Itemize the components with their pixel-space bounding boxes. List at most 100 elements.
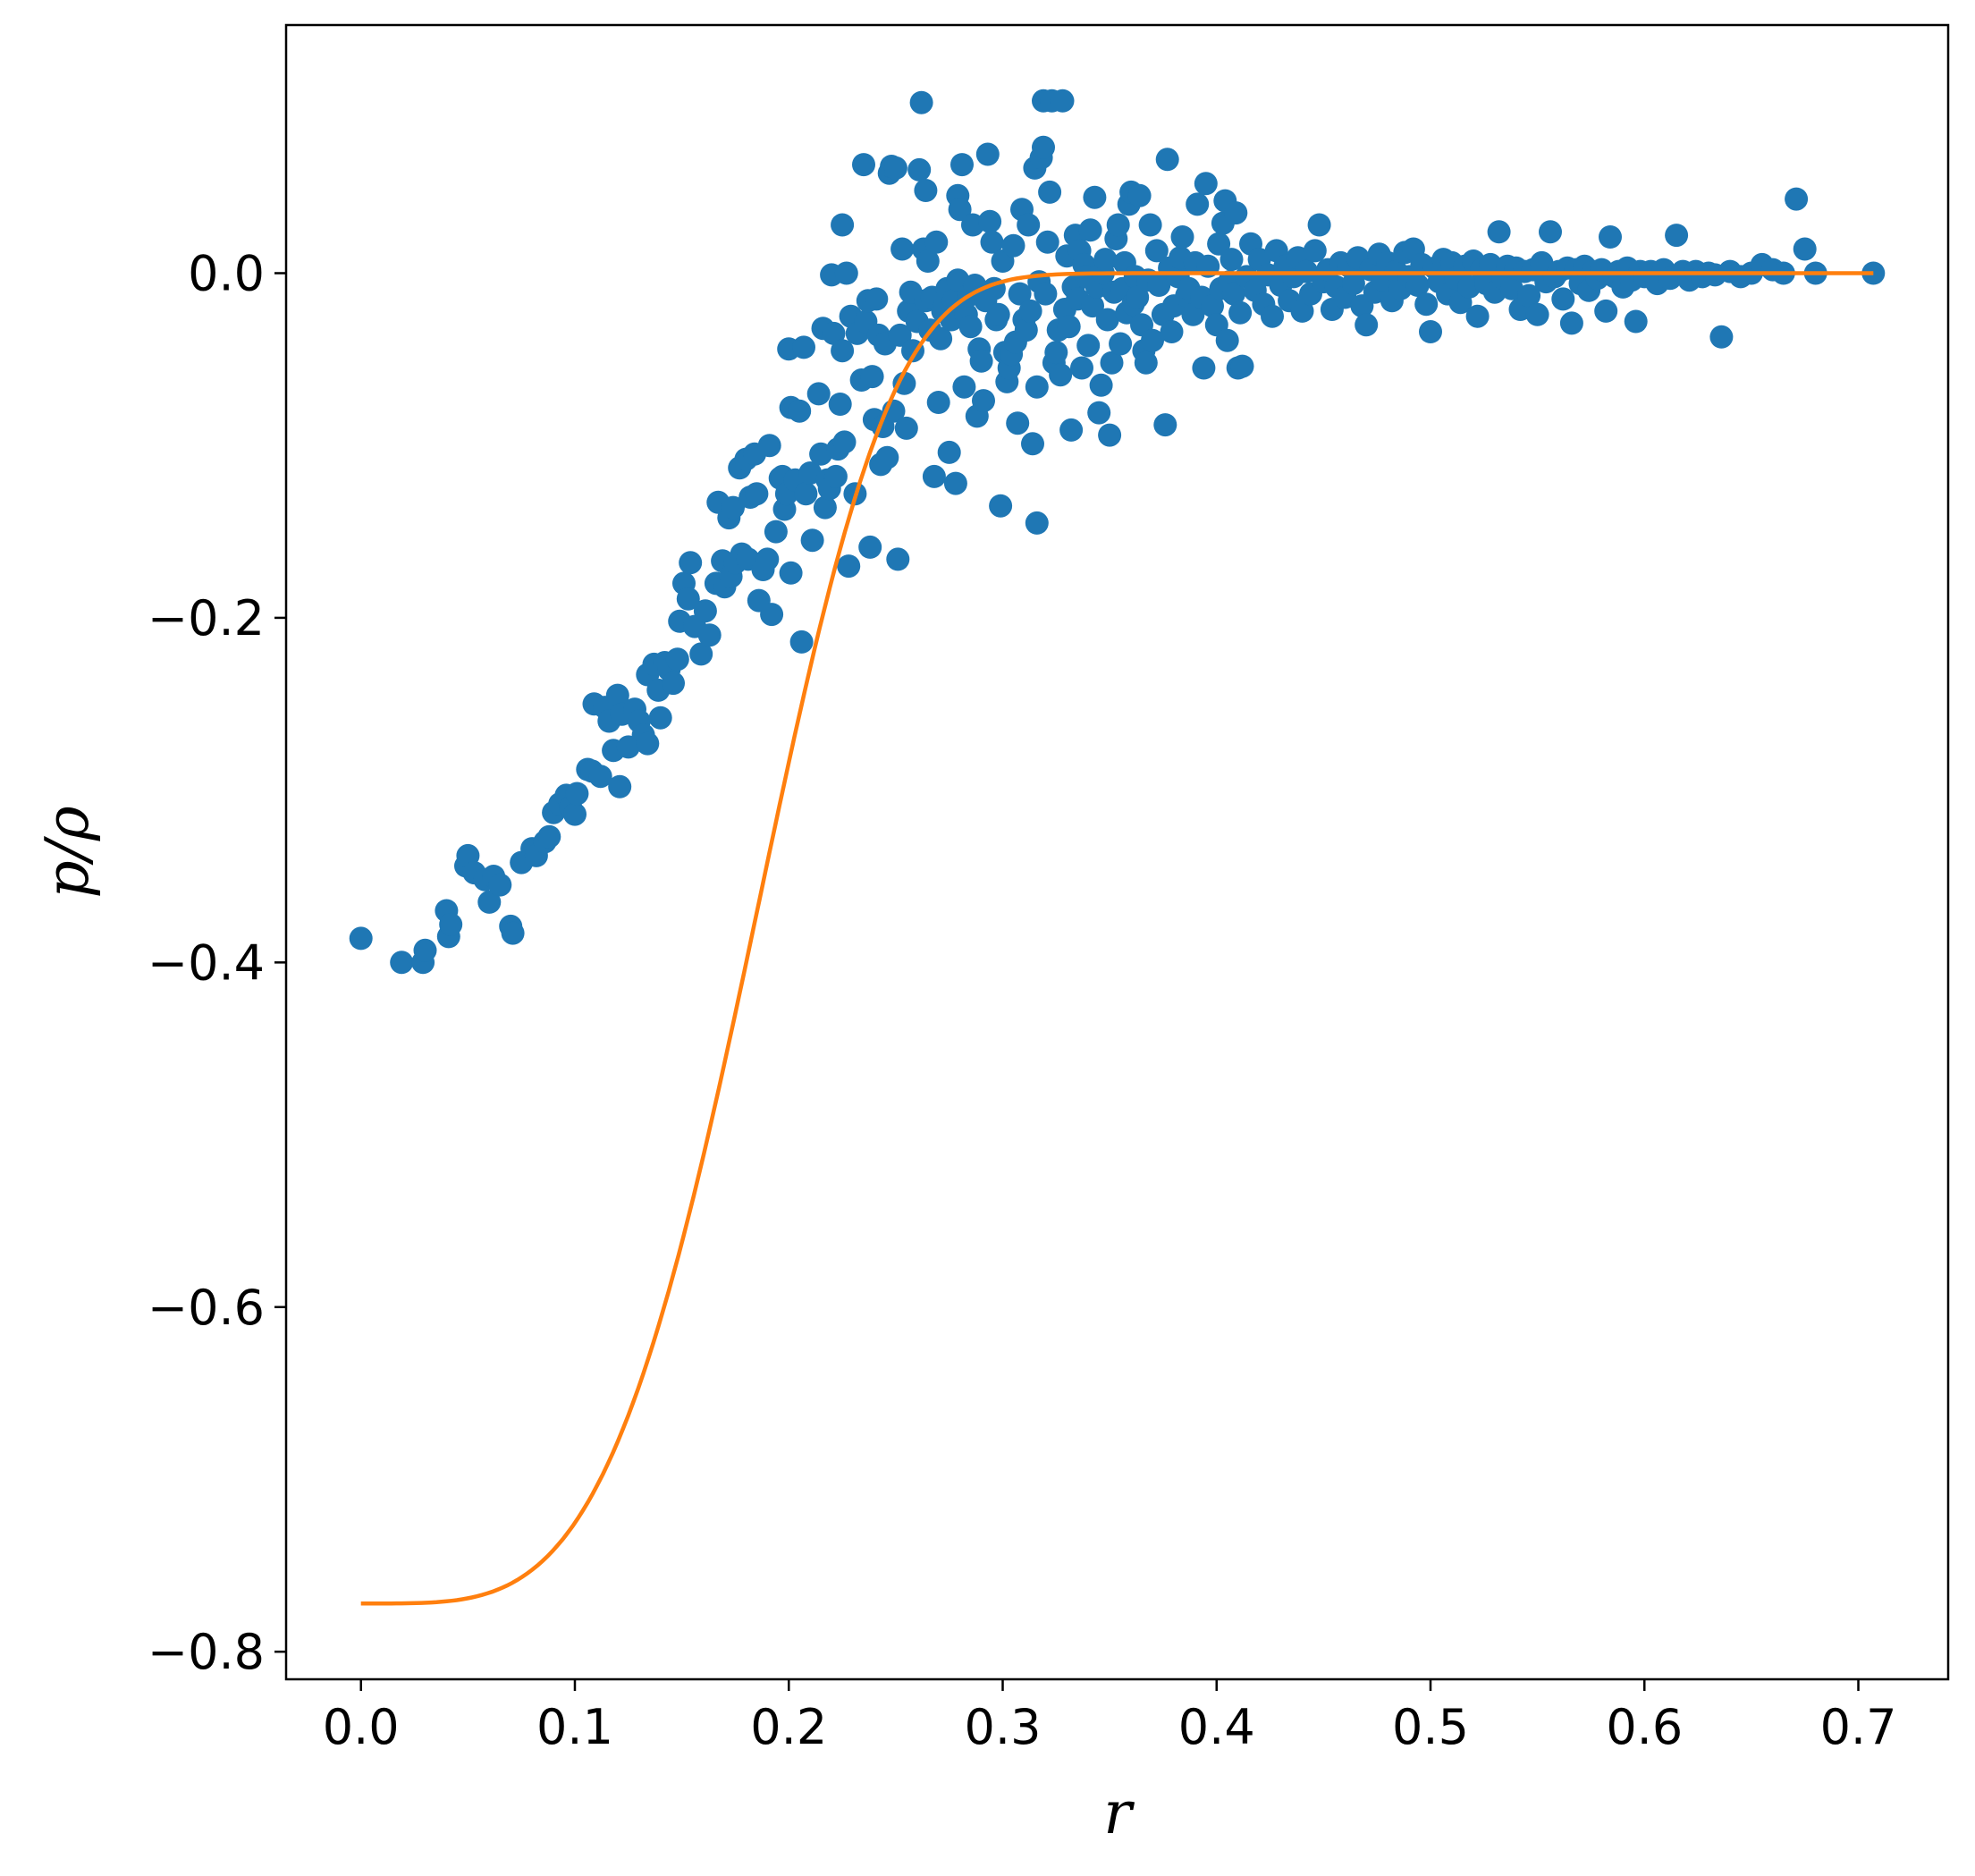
data-point [860, 365, 884, 389]
data-point [852, 153, 875, 177]
data-point [948, 198, 972, 222]
data-point [980, 230, 1004, 254]
data-point [989, 494, 1013, 518]
data-point [831, 339, 855, 363]
data-point [1081, 294, 1104, 318]
data-point [1599, 225, 1622, 249]
data-point [1126, 285, 1150, 309]
data-point [916, 249, 940, 273]
data-point [986, 302, 1010, 326]
data-point [1201, 294, 1224, 318]
data-point [950, 153, 974, 177]
data-point [1551, 287, 1575, 311]
data-point [1192, 356, 1216, 380]
data-point [1025, 511, 1049, 535]
data-point [1001, 233, 1025, 258]
data-point [958, 315, 983, 339]
data-point [608, 774, 632, 799]
data-point [1207, 232, 1231, 256]
data-point [1341, 272, 1365, 296]
data-point [1709, 325, 1734, 349]
x-tick-label: 0.0 [323, 1699, 400, 1755]
data-point [439, 912, 463, 936]
data-point [1559, 311, 1583, 335]
y-tick-label: −0.2 [148, 590, 265, 646]
data-point [1057, 315, 1081, 339]
data-point [1405, 274, 1430, 297]
data-point [1051, 89, 1075, 113]
data-point [745, 482, 769, 506]
x-tick-label: 0.4 [1178, 1699, 1255, 1755]
data-point [1355, 313, 1379, 337]
data-point [665, 647, 689, 672]
data-point [922, 464, 946, 488]
data-point [1487, 220, 1511, 244]
data-point [1035, 230, 1059, 254]
data-point [1155, 148, 1179, 172]
data-point [789, 630, 814, 654]
data-point [924, 230, 949, 254]
data-point [800, 528, 824, 553]
data-point [1109, 332, 1133, 356]
data-point [1303, 239, 1327, 263]
data-point [605, 683, 629, 707]
data-point [1034, 282, 1058, 306]
data-point [1083, 185, 1107, 209]
data-point [565, 782, 589, 806]
axes-frame [284, 23, 1950, 1681]
data-point [832, 430, 857, 454]
data-point [788, 399, 812, 423]
data-point [1089, 373, 1113, 397]
data-point [1144, 239, 1169, 263]
data-point [1224, 201, 1248, 225]
data-point [1215, 328, 1239, 352]
data-point [1008, 282, 1032, 306]
data-point [1220, 248, 1244, 272]
data-point [1261, 304, 1284, 328]
x-tick-label: 0.7 [1820, 1699, 1897, 1755]
y-tick-label: −0.4 [148, 934, 265, 991]
data-point [1594, 299, 1618, 323]
data-point [1095, 308, 1119, 332]
data-point [349, 926, 373, 951]
data-point [1414, 292, 1439, 317]
data-point [760, 603, 784, 627]
data-point [1076, 334, 1101, 358]
data-point [1170, 225, 1194, 249]
data-point [1059, 418, 1084, 442]
data-point [865, 287, 889, 311]
data-point [1228, 300, 1253, 325]
data-point [823, 464, 848, 488]
data-point [1419, 320, 1442, 343]
data-point [828, 393, 852, 416]
data-point [1014, 318, 1038, 342]
data-point [1106, 213, 1130, 237]
data-point [1290, 299, 1314, 323]
y-axis-label: p/ρ [33, 806, 102, 898]
data-point [1785, 187, 1809, 211]
data-point [1465, 304, 1490, 328]
y-axis: 0.0 −0.2 −0.4 −0.6 −0.8 [148, 246, 286, 1680]
data-point [888, 323, 912, 347]
x-tick-label: 0.1 [536, 1699, 613, 1755]
data-point [1100, 351, 1124, 375]
data-point [537, 824, 561, 849]
y-tick-label: −0.6 [148, 1280, 265, 1336]
data-point [1793, 237, 1817, 261]
data-point [975, 142, 1000, 166]
line-series [360, 271, 1874, 1606]
data-point [822, 321, 846, 345]
data-point [858, 535, 882, 559]
data-point [1539, 220, 1562, 244]
data-point [1087, 401, 1111, 425]
data-point [883, 156, 907, 180]
data-point [413, 938, 437, 962]
data-point [693, 599, 717, 623]
y-tick-label: −0.8 [148, 1624, 265, 1680]
data-point [588, 765, 612, 789]
data-point [1153, 413, 1177, 437]
data-point [1017, 213, 1041, 237]
data-point [1134, 351, 1158, 375]
data-point [1038, 180, 1062, 204]
